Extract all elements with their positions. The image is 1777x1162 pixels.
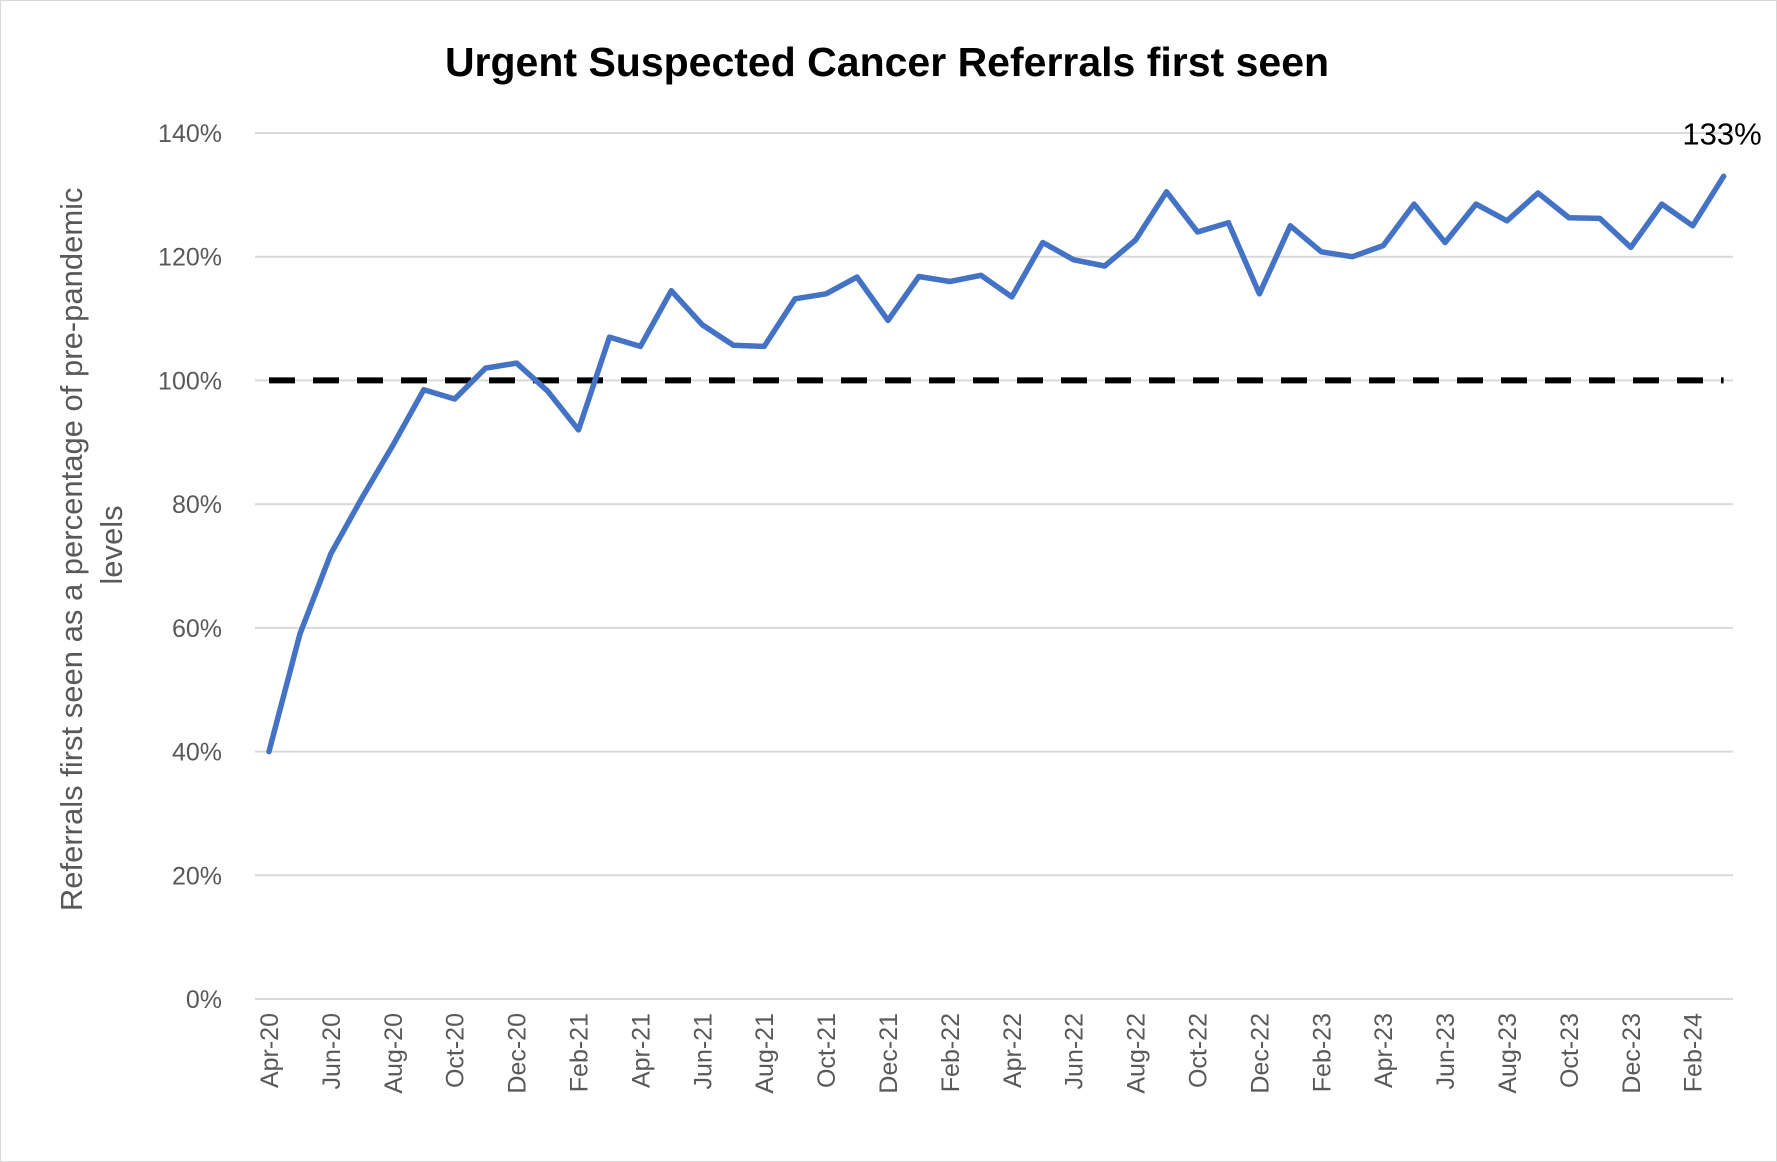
- x-tick-label: Aug-20: [380, 1013, 408, 1094]
- x-tick-label: Apr-21: [627, 1013, 655, 1088]
- y-tick-label: 100%: [158, 367, 222, 395]
- x-tick-label: Oct-20: [442, 1013, 470, 1088]
- y-axis-ticks: 0% 20% 40% 60% 80% 100% 120% 140%: [158, 120, 222, 1014]
- y-tick-label: 140%: [158, 120, 222, 148]
- x-tick-label: Dec-23: [1618, 1013, 1646, 1094]
- x-tick-label: Apr-20: [256, 1013, 284, 1088]
- y-tick-label: 120%: [158, 244, 222, 272]
- annotations: 133%: [1682, 116, 1761, 151]
- y-axis-label-line-1: Referrals first seen as a percentage of …: [54, 187, 89, 911]
- x-tick-label: Aug-22: [1123, 1013, 1151, 1094]
- x-tick-label: Apr-23: [1370, 1013, 1398, 1088]
- x-tick-label: Feb-22: [937, 1013, 965, 1092]
- y-tick-label: 60%: [172, 615, 222, 643]
- y-tick-label: 0%: [186, 986, 222, 1014]
- x-tick-label: Oct-21: [813, 1013, 841, 1088]
- y-tick-label: 80%: [172, 491, 222, 519]
- x-tick-label: Feb-21: [566, 1013, 594, 1092]
- x-tick-label: Oct-22: [1185, 1013, 1213, 1088]
- gridlines: [255, 132, 1733, 877]
- x-tick-label: Feb-23: [1308, 1013, 1336, 1092]
- x-tick-label: Jun-21: [689, 1013, 717, 1089]
- y-tick-label: 40%: [172, 739, 222, 767]
- chart-title: Urgent Suspected Cancer Referrals first …: [445, 39, 1329, 85]
- y-axis-label-line-2: levels: [94, 505, 129, 584]
- y-axis-label: Referrals first seen as a percentage of …: [54, 179, 129, 911]
- x-tick-label: Dec-20: [504, 1013, 532, 1094]
- x-tick-label: Feb-24: [1680, 1013, 1708, 1092]
- x-tick-label: Apr-22: [999, 1013, 1027, 1088]
- x-tick-label: Jun-20: [318, 1013, 346, 1089]
- x-tick-label: Dec-21: [875, 1013, 903, 1094]
- x-tick-label: Jun-23: [1432, 1013, 1460, 1089]
- series-lines: [266, 173, 1727, 755]
- referrals-line-series: [266, 173, 1727, 755]
- y-tick-label: 20%: [172, 862, 222, 890]
- x-tick-label: Aug-23: [1494, 1013, 1522, 1094]
- x-tick-label: Aug-21: [751, 1013, 779, 1094]
- x-tick-label: Oct-23: [1556, 1013, 1584, 1088]
- x-tick-label: Dec-22: [1246, 1013, 1274, 1094]
- x-tick-label: Jun-22: [1061, 1013, 1089, 1089]
- x-axis-ticks: Apr-20 Jun-20 Aug-20 Oct-20 Dec-20 Feb-21 Apr-…: [256, 1013, 1708, 1094]
- data-label: 133%: [1682, 116, 1761, 151]
